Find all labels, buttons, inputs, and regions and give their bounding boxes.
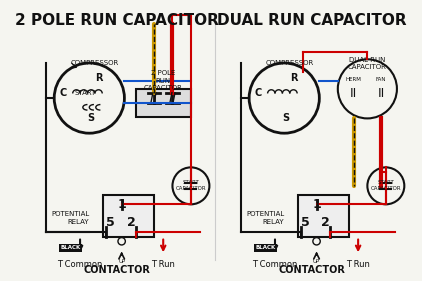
Text: 2: 2 [322, 216, 330, 229]
Text: CONTACTOR: CONTACTOR [279, 265, 345, 275]
Text: R: R [290, 73, 297, 83]
Text: 2 POLE
RUN
CAPACITOR: 2 POLE RUN CAPACITOR [144, 70, 183, 91]
Text: T Common: T Common [252, 260, 298, 269]
Text: START: START [74, 90, 95, 96]
Text: UP: UP [313, 259, 320, 264]
Text: COMPRESSOR: COMPRESSOR [266, 60, 314, 66]
Text: C: C [60, 89, 67, 98]
Text: START
CAPACITOR: START CAPACITOR [176, 180, 206, 191]
Text: BLACK: BLACK [256, 245, 276, 250]
FancyBboxPatch shape [135, 89, 191, 117]
Text: 2: 2 [127, 216, 135, 229]
Text: II: II [378, 87, 385, 100]
Text: 2 POLE RUN CAPACITOR: 2 POLE RUN CAPACITOR [15, 13, 219, 28]
Text: II: II [350, 87, 357, 100]
Text: S: S [88, 114, 95, 123]
Text: HERM: HERM [346, 77, 362, 82]
Text: T Common: T Common [57, 260, 103, 269]
Text: T Run: T Run [151, 260, 175, 269]
Text: 5: 5 [106, 216, 115, 229]
Text: FAN: FAN [376, 77, 387, 82]
Text: POTENTIAL
RELAY: POTENTIAL RELAY [246, 211, 284, 225]
Text: DUAL RUN
CAPACITOR: DUAL RUN CAPACITOR [348, 56, 387, 70]
Text: DUAL RUN CAPACITOR: DUAL RUN CAPACITOR [217, 13, 407, 28]
Text: COMPRESSOR: COMPRESSOR [71, 60, 119, 66]
Bar [103, 195, 154, 237]
Text: CONTACTOR: CONTACTOR [84, 265, 151, 275]
Bar [298, 195, 349, 237]
Text: POTENTIAL
RELAY: POTENTIAL RELAY [51, 211, 89, 225]
Text: II: II [168, 91, 176, 105]
Text: T Run: T Run [346, 260, 370, 269]
Text: II: II [150, 91, 158, 105]
Text: 1: 1 [312, 198, 321, 211]
Text: S: S [282, 114, 289, 123]
Text: R: R [95, 73, 102, 83]
Text: UP: UP [118, 259, 125, 264]
Text: C: C [255, 89, 262, 98]
Text: 5: 5 [301, 216, 310, 229]
Text: START
CAPACITOR: START CAPACITOR [371, 180, 401, 191]
Text: 1: 1 [117, 198, 126, 211]
Text: BLACK: BLACK [61, 245, 81, 250]
